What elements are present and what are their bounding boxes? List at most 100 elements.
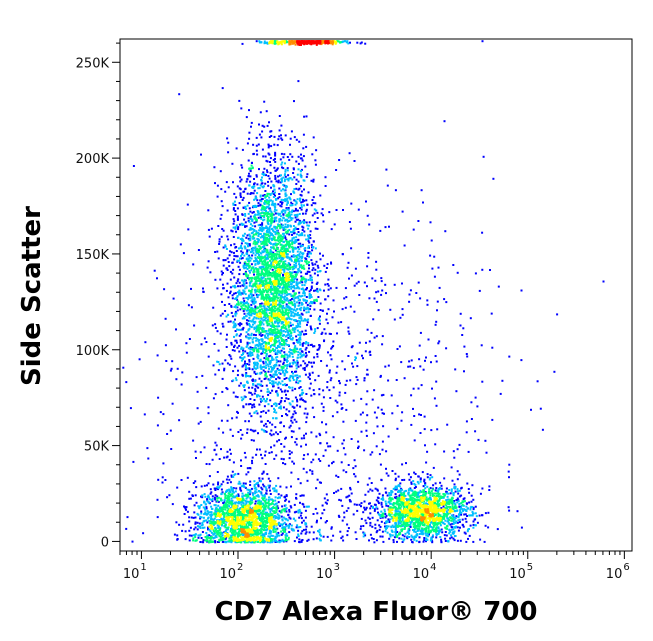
event-dot [232, 181, 234, 184]
event-dot [410, 423, 413, 426]
event-dot [252, 317, 255, 320]
event-dot [467, 537, 469, 540]
event-dot [393, 487, 396, 490]
event-dot [299, 315, 302, 318]
event-dot [360, 397, 363, 400]
event-dot [309, 325, 312, 328]
event-dot [247, 420, 250, 423]
event-dot [318, 528, 321, 531]
event-dot [319, 252, 321, 255]
event-dot [206, 521, 209, 524]
event-dot [185, 342, 188, 345]
event-dot [242, 353, 244, 356]
event-dot [365, 522, 368, 525]
event-dot [249, 428, 252, 431]
event-dot [278, 135, 281, 138]
event-dot [175, 378, 178, 381]
event-dot [267, 390, 270, 393]
event-dot [315, 283, 318, 285]
event-dot [426, 534, 429, 537]
event-dot [324, 283, 327, 286]
event-dot [274, 496, 277, 499]
event-dot [374, 523, 377, 526]
event-dot [169, 369, 172, 372]
event-dot [254, 388, 257, 391]
event-dot [380, 520, 383, 523]
event-dot [266, 195, 269, 197]
event-dot [182, 523, 185, 526]
event-dot [326, 381, 329, 383]
event-dot [305, 346, 308, 349]
event-dot [422, 540, 425, 543]
event-dot [220, 235, 223, 238]
event-dot [156, 277, 158, 280]
event-dot [303, 309, 306, 312]
event-dot [277, 531, 280, 534]
event-dot [290, 524, 293, 527]
event-dot [298, 281, 301, 284]
event-dot [453, 487, 456, 490]
event-dot [397, 520, 400, 523]
event-dot [298, 187, 301, 190]
event-dot [248, 316, 251, 319]
event-dot [233, 292, 236, 295]
event-dot [234, 395, 237, 398]
event-dot [463, 497, 466, 500]
event-dot [488, 489, 491, 491]
event-dot [234, 365, 237, 368]
event-dot [217, 526, 220, 529]
event-dot [252, 152, 255, 155]
event-dot [301, 521, 303, 524]
event-dot [247, 471, 250, 474]
event-dot [393, 318, 396, 321]
event-dot [261, 343, 264, 345]
event-dot [389, 502, 392, 505]
event-dot [338, 516, 341, 518]
event-dot [289, 243, 292, 246]
event-dot [327, 308, 330, 311]
event-dot [322, 454, 325, 457]
event-dot [261, 265, 264, 268]
event-dot [211, 458, 214, 461]
event-dot [281, 314, 284, 316]
event-dot [357, 440, 360, 443]
event-dot [395, 488, 398, 491]
event-dot [437, 342, 440, 345]
event-dot [296, 209, 299, 212]
event-dot [339, 530, 342, 533]
event-dot [247, 212, 250, 215]
event-dot [265, 364, 268, 367]
event-dot [246, 245, 249, 248]
event-dot [262, 171, 265, 174]
event-dot [201, 494, 204, 497]
event-dot [345, 471, 348, 474]
event-dot [278, 496, 281, 499]
event-dot [306, 173, 309, 176]
event-dot [281, 161, 284, 164]
event-dot [259, 347, 262, 350]
event-dot [245, 116, 248, 119]
event-dot [286, 253, 289, 256]
event-dot [341, 504, 344, 507]
event-dot [190, 534, 193, 537]
event-dot [354, 356, 357, 359]
event-dot [318, 388, 321, 391]
event-dot [233, 335, 235, 338]
event-dot [410, 359, 413, 362]
event-dot [261, 533, 264, 536]
event-dot [364, 519, 367, 522]
event-dot [245, 266, 247, 269]
event-dot [295, 367, 298, 370]
event-dot [276, 433, 279, 436]
event-dot [433, 397, 436, 400]
event-dot [255, 453, 258, 456]
event-dot [216, 541, 219, 543]
event-dot [260, 380, 263, 383]
event-dot [221, 390, 224, 393]
event-dot [394, 472, 397, 475]
event-dot [314, 328, 317, 331]
event-dot [254, 249, 257, 252]
event-dot [176, 538, 179, 541]
event-dot [383, 522, 386, 525]
event-dot [414, 531, 417, 534]
